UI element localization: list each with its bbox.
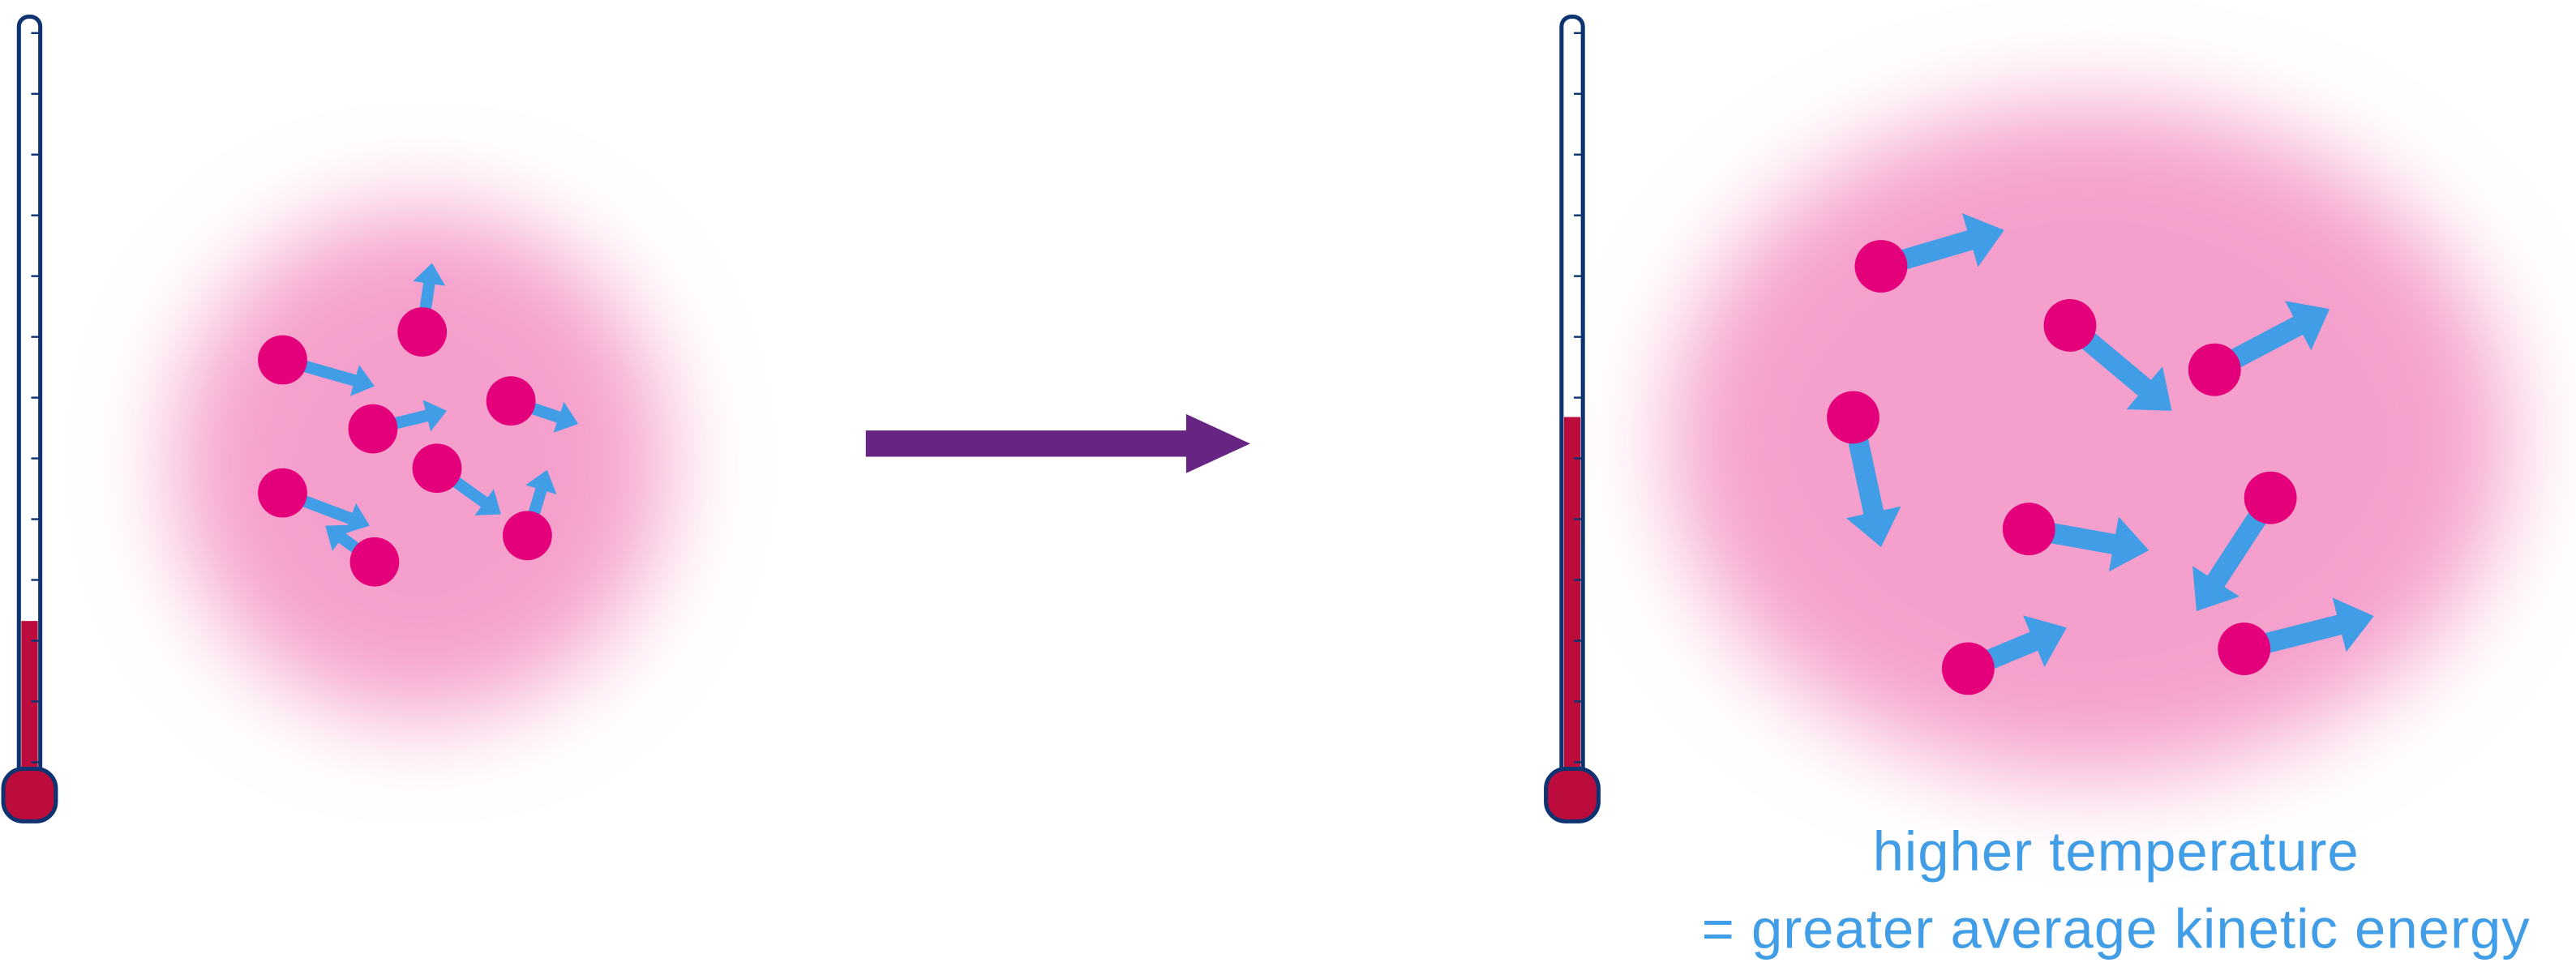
caption-line-2: = greater average kinetic energy bbox=[1702, 897, 2531, 960]
particles-low bbox=[258, 263, 579, 587]
particles-high bbox=[1827, 213, 2374, 695]
velocity-arrow-icon bbox=[1878, 213, 2004, 276]
particle bbox=[1827, 391, 1901, 547]
velocity-arrow-icon bbox=[2027, 516, 2150, 572]
particle bbox=[2188, 301, 2330, 396]
velocity-arrow-icon bbox=[2192, 492, 2279, 612]
particle bbox=[1854, 213, 2004, 293]
particle bbox=[325, 524, 400, 587]
particle bbox=[412, 443, 501, 515]
particle-dot bbox=[486, 376, 536, 426]
particle bbox=[2218, 597, 2374, 676]
particle-dot bbox=[503, 511, 552, 561]
thermometer-mercury bbox=[21, 621, 38, 781]
particle bbox=[2043, 299, 2172, 411]
gas-cloud-hot bbox=[1670, 103, 2509, 777]
particle-dot bbox=[1941, 642, 1995, 695]
particle-dot bbox=[348, 404, 398, 454]
thermometer-mercury bbox=[1563, 417, 1581, 781]
velocity-arrow-icon bbox=[2210, 301, 2330, 379]
particle-dot bbox=[397, 307, 448, 357]
particle bbox=[258, 468, 370, 534]
particle-dot bbox=[1827, 391, 1879, 444]
particle-dot bbox=[258, 335, 307, 385]
thermometer-high bbox=[1544, 15, 1601, 823]
particle-dot bbox=[2188, 343, 2241, 396]
particle-dot bbox=[2043, 299, 2097, 352]
particle bbox=[2002, 503, 2150, 572]
particle-dot bbox=[349, 537, 400, 587]
particle bbox=[2192, 471, 2297, 612]
particle-dot bbox=[258, 468, 307, 518]
particle-dot bbox=[412, 443, 462, 494]
particle bbox=[397, 263, 448, 357]
particle bbox=[258, 335, 375, 396]
particle bbox=[1941, 615, 2067, 695]
velocity-arrow-icon bbox=[1843, 415, 1901, 547]
particle-dot bbox=[1854, 240, 1908, 293]
particle bbox=[348, 400, 448, 454]
caption-line-1: higher temperature bbox=[1873, 820, 2360, 883]
thermometer-low bbox=[1, 15, 58, 823]
particle bbox=[486, 376, 579, 433]
high-temperature-panel bbox=[1544, 15, 2509, 823]
thermometer-bulb bbox=[1, 766, 58, 823]
particle-dot bbox=[2218, 622, 2271, 676]
velocity-arrow-icon bbox=[2241, 597, 2374, 659]
particle bbox=[503, 469, 557, 561]
thermometer-bulb bbox=[1544, 766, 1601, 823]
low-temperature-panel bbox=[1, 15, 667, 823]
particle-dot bbox=[2002, 503, 2055, 556]
particle-dot bbox=[2244, 471, 2297, 524]
transition-arrow bbox=[865, 413, 1250, 473]
right-arrow-icon bbox=[865, 413, 1250, 473]
